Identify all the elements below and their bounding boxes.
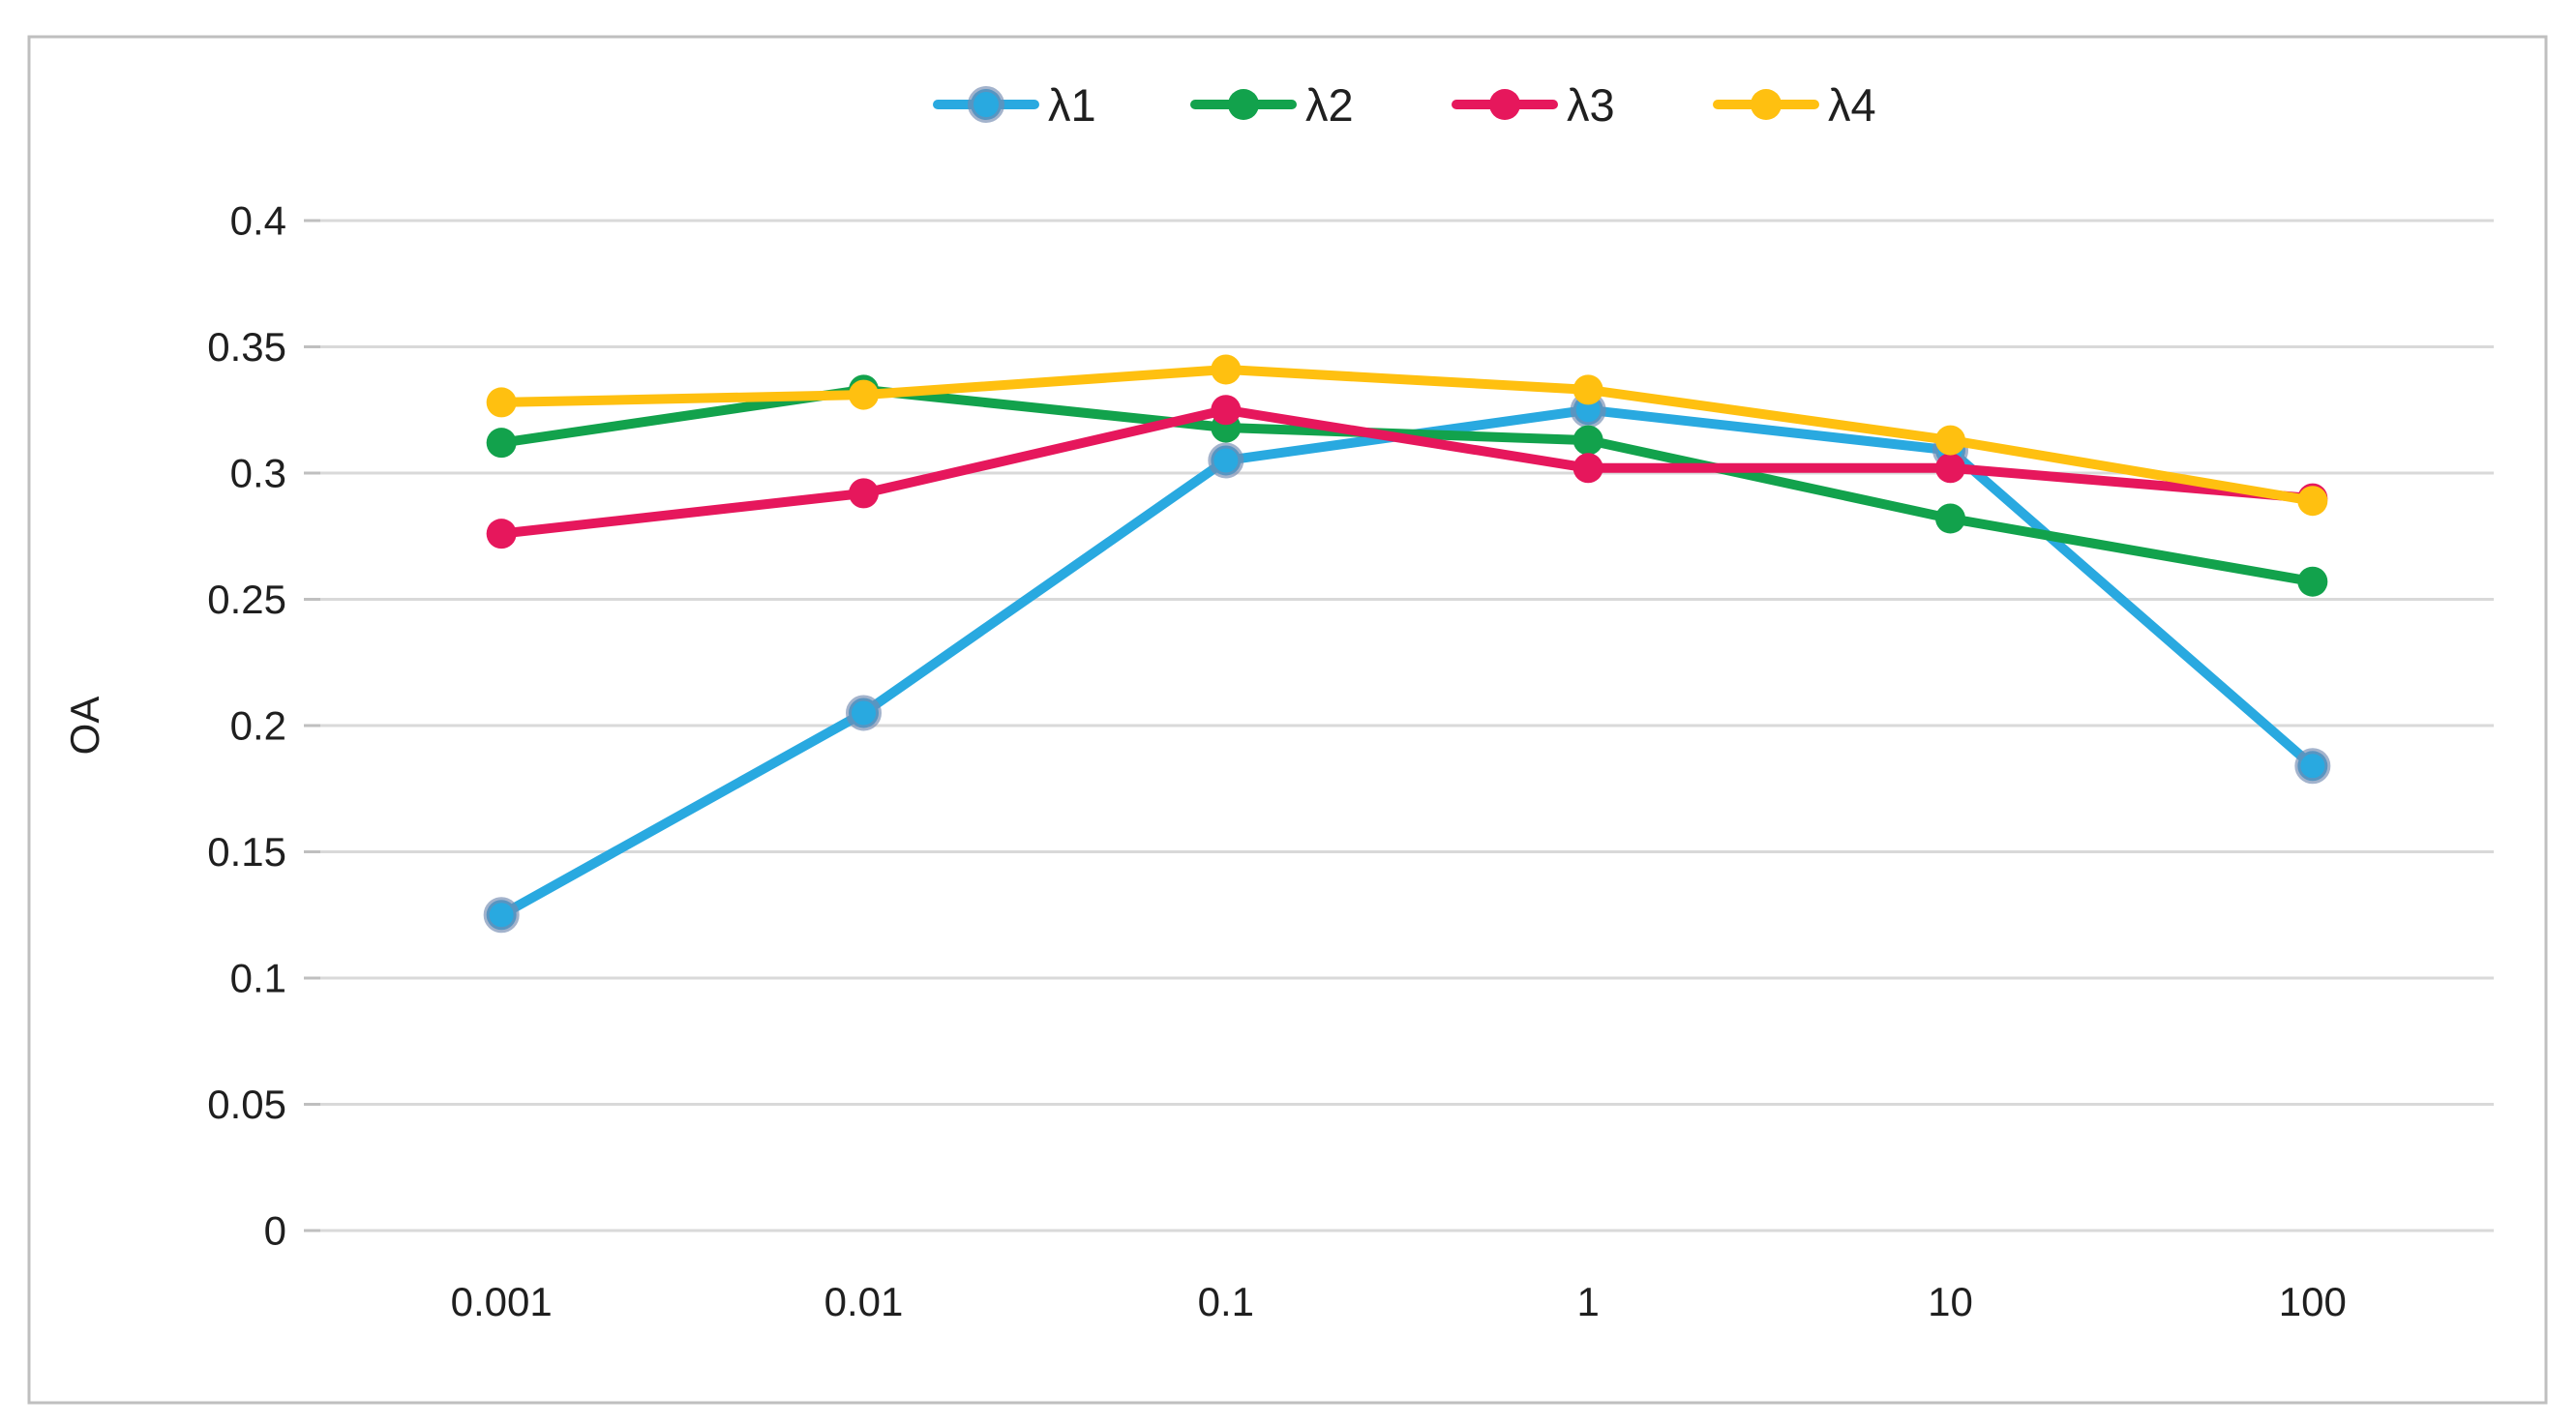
series-λ2-marker — [2297, 566, 2328, 597]
series-λ4-marker — [2297, 486, 2328, 517]
legend-item-label: λ1 — [1048, 79, 1096, 131]
x-axis-tick-label: 0.01 — [824, 1279, 904, 1324]
x-axis-tick-label: 1 — [1576, 1279, 1599, 1324]
y-axis-tick-label: 0 — [264, 1208, 286, 1254]
legend-swatch-marker — [1751, 89, 1782, 120]
series-λ4-line — [496, 364, 2318, 506]
legend-swatch-marker — [1228, 89, 1259, 120]
y-axis-tick-label: 0.35 — [207, 324, 286, 370]
y-axis-tick-label: 0.25 — [207, 577, 286, 622]
legend-swatch-marker — [968, 86, 1004, 123]
legend-item-label: λ2 — [1305, 79, 1354, 131]
series-λ1-marker — [846, 695, 882, 731]
y-axis-title: OA — [62, 697, 107, 756]
series-λ3-marker — [849, 478, 879, 509]
x-axis-tick-label: 100 — [2279, 1279, 2347, 1324]
y-axis-tick-label: 0.3 — [230, 451, 286, 496]
legend-item-label: λ4 — [1828, 79, 1876, 131]
series-λ4-marker — [849, 379, 879, 410]
x-axis-tick-label: 0.1 — [1198, 1279, 1254, 1324]
series-λ2-marker — [1935, 503, 1965, 534]
series-λ3-line — [496, 404, 2318, 539]
series-λ3-marker — [1211, 395, 1242, 426]
series-λ1-marker — [1208, 442, 1244, 479]
series-λ3-marker — [1573, 453, 1603, 484]
series-λ4-marker — [1935, 425, 1965, 456]
legend-item-label: λ3 — [1567, 79, 1615, 131]
y-axis-tick-label: 0.4 — [230, 198, 286, 244]
series-λ4-marker — [1573, 374, 1603, 405]
figure-border — [27, 35, 2548, 1405]
series-λ2-marker — [1573, 425, 1603, 456]
y-axis-tick-label: 0.05 — [207, 1082, 286, 1127]
x-axis-tick-label: 0.001 — [451, 1279, 553, 1324]
series-λ3-marker — [1935, 453, 1965, 484]
series-λ3-marker — [486, 519, 517, 549]
series-λ2-marker — [486, 428, 517, 459]
series-λ4-marker — [1211, 354, 1242, 385]
series-λ1-marker — [483, 897, 520, 934]
y-axis-tick-label: 0.2 — [230, 703, 286, 749]
y-axis-tick-label: 0.1 — [230, 956, 286, 1001]
legend-swatch-marker — [1489, 89, 1520, 120]
y-axis-tick-label: 0.15 — [207, 829, 286, 875]
series-λ1-marker — [2294, 748, 2331, 785]
x-axis-tick-label: 10 — [1928, 1279, 1973, 1324]
series-λ4-marker — [486, 387, 517, 418]
